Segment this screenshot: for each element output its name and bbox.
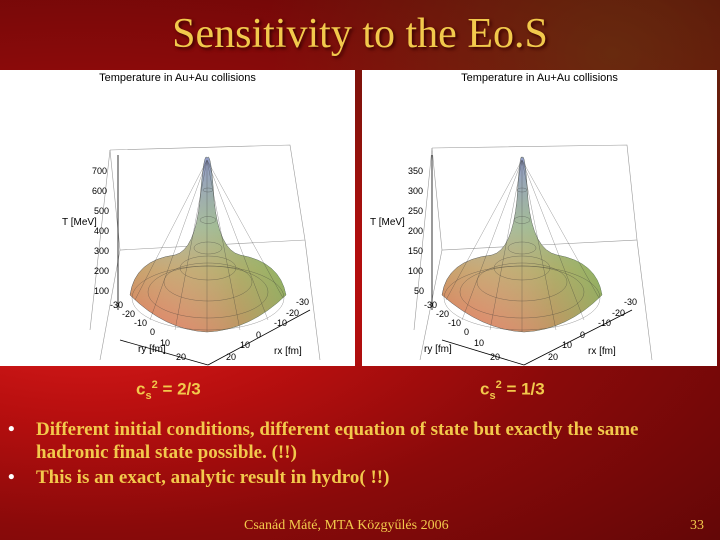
x-tick: 0 <box>256 330 261 340</box>
x-axis-label: rx [fm] <box>588 346 616 357</box>
z-tick: 500 <box>94 206 109 216</box>
bullet-item: • Different initial conditions, different… <box>8 419 639 463</box>
y-tick: 10 <box>160 338 170 348</box>
slide-title: Sensitivity to the Eo.S <box>172 11 548 57</box>
bullet-marker: • <box>8 467 15 488</box>
y-tick: 0 <box>464 327 469 337</box>
x-axis-label: rx [fm] <box>274 346 302 357</box>
z-tick: 400 <box>94 226 109 236</box>
y-axis-label: ry [fm] <box>424 344 452 355</box>
plot-panel-right: Temperature in Au+Au collisions T [MeV] … <box>362 70 717 366</box>
x-tick: -20 <box>612 308 625 318</box>
z-axis-label: T [MeV] <box>370 217 405 228</box>
x-tick: -30 <box>296 297 309 307</box>
z-tick: 300 <box>94 246 109 256</box>
z-tick: 50 <box>414 286 424 296</box>
x-tick: 10 <box>240 340 250 350</box>
y-tick: 0 <box>150 327 155 337</box>
y-axis-label: ry [fm] <box>138 344 166 355</box>
z-tick: 250 <box>408 206 423 216</box>
bullet-item: • This is an exact, analytic result in hy… <box>8 467 390 488</box>
footer-text: Csanád Máté, MTA Közgyűlés 2006 <box>244 518 449 533</box>
page-number: 33 <box>690 518 704 533</box>
z-tick: 200 <box>408 226 423 236</box>
z-axis-label: T [MeV] <box>62 217 97 228</box>
x-tick: 20 <box>548 352 558 362</box>
y-tick: -10 <box>134 318 147 328</box>
y-tick: -30 <box>424 300 437 310</box>
x-tick: 10 <box>562 340 572 350</box>
y-tick: 10 <box>474 338 484 348</box>
x-tick: -30 <box>624 297 637 307</box>
z-tick: 150 <box>408 246 423 256</box>
plot-labels-left: T [MeV] 700 600 500 400 300 200 100 -30 … <box>62 166 309 362</box>
x-tick: 20 <box>226 352 236 362</box>
z-tick: 350 <box>408 166 423 176</box>
z-tick: 300 <box>408 186 423 196</box>
plot-labels-right: T [MeV] 350 300 250 200 150 100 50 -30 -… <box>370 166 637 362</box>
x-tick: -10 <box>598 318 611 328</box>
plot-title-right: Temperature in Au+Au collisions <box>461 72 618 84</box>
z-tick: 100 <box>408 266 423 276</box>
z-tick: 200 <box>94 266 109 276</box>
y-tick: -30 <box>110 300 123 310</box>
surface-plot-left <box>89 144 321 366</box>
y-tick: 20 <box>176 352 186 362</box>
z-tick: 700 <box>92 166 107 176</box>
y-tick: -20 <box>436 309 449 319</box>
plot-title-left: Temperature in Au+Au collisions <box>99 72 256 84</box>
y-tick: 20 <box>490 352 500 362</box>
caption-left: cs2 = 2/3 <box>136 379 201 403</box>
y-tick: -20 <box>122 309 135 319</box>
x-tick: -10 <box>274 318 287 328</box>
surface-plot-right <box>413 144 653 366</box>
caption-right: cs2 = 1/3 <box>480 379 545 403</box>
y-tick: -10 <box>448 318 461 328</box>
bullet-list: • Different initial conditions, different… <box>8 418 713 491</box>
x-tick: 0 <box>580 330 585 340</box>
z-tick: 600 <box>92 186 107 196</box>
z-tick: 100 <box>94 286 109 296</box>
bullet-marker: • <box>8 419 15 440</box>
x-tick: -20 <box>286 308 299 318</box>
plot-panel-left: Temperature in Au+Au collisions T [MeV] … <box>0 70 355 366</box>
